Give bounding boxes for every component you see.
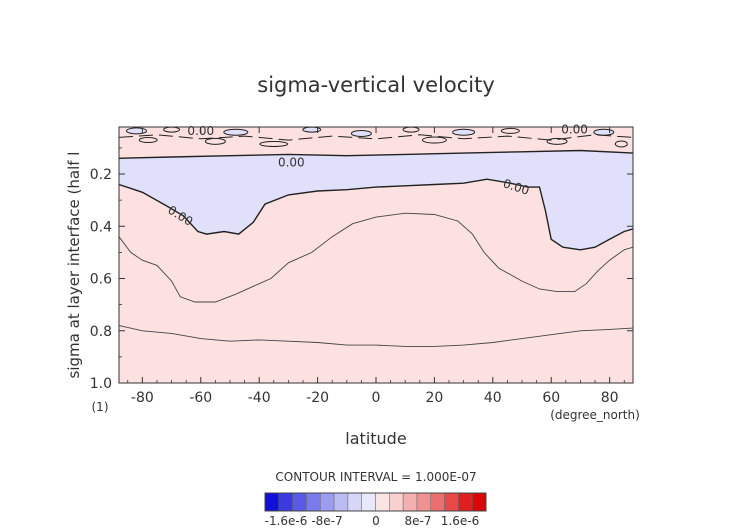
colorbar-tick-label: 0 — [372, 514, 380, 528]
colorbar-swatch — [444, 492, 459, 512]
colorbar-tick-label: -8e-7 — [311, 514, 342, 528]
noise-contour — [223, 128, 249, 136]
colorbar-swatch — [361, 492, 376, 512]
colorbar-tick-label: 8e-7 — [405, 514, 432, 528]
noise-contour — [126, 127, 148, 135]
y-axis-label: sigma at layer interface (half l — [65, 152, 83, 379]
x-tick-label: 40 — [484, 390, 502, 406]
contour-line-2 — [119, 325, 633, 347]
y-tick-label: 0.2 — [90, 167, 112, 183]
negative-region — [119, 150, 633, 250]
colorbar-frame — [264, 492, 487, 512]
x-tick-label: -20 — [306, 390, 329, 406]
colorbar-swatch — [416, 492, 431, 512]
colorbar-swatch — [375, 492, 390, 512]
noise-contour — [204, 137, 226, 145]
contour-line-1 — [119, 212, 633, 303]
y-tick-label: 0.8 — [90, 324, 112, 340]
x-tick-label: 0 — [372, 390, 381, 406]
noise-contour — [546, 137, 568, 145]
x-tick-label: 80 — [601, 390, 619, 406]
noise-contour — [593, 128, 615, 136]
noise-contour — [163, 127, 181, 133]
upper-noise-contours — [119, 127, 633, 148]
x-tick-label: -60 — [189, 390, 212, 406]
noise-contour — [350, 130, 372, 138]
colorbar-swatch — [430, 492, 445, 512]
noise-contour — [138, 137, 158, 144]
colorbar-swatch — [389, 492, 404, 512]
chart-title: sigma-vertical velocity — [257, 73, 495, 97]
colorbar-tick-label: -1.6e-6 — [265, 514, 308, 528]
colorbar-title: CONTOUR INTERVAL = 1.000E-07 — [275, 470, 476, 484]
noise-contour — [452, 128, 476, 136]
colorbar-swatch — [402, 492, 418, 512]
y-tick-label: 0.4 — [90, 219, 112, 235]
x-tick-label: 20 — [425, 390, 443, 406]
colorbar-swatch — [347, 492, 362, 512]
x-axis-label: latitude — [345, 429, 406, 448]
y-tick-label: 0.6 — [90, 272, 112, 288]
colorbar-swatch — [306, 492, 321, 512]
zero-contour-upper — [119, 149, 633, 159]
x-tick-label: 60 — [542, 390, 560, 406]
x-tick-label: -80 — [131, 390, 154, 406]
noise-contour — [259, 140, 289, 147]
contour-label: 0.00 — [278, 155, 305, 169]
colorbar-swatch — [471, 492, 487, 512]
noise-contour — [614, 140, 628, 148]
colorbar-swatch — [278, 492, 293, 512]
contour-label: 0.00 — [561, 123, 588, 137]
colorbar-swatch — [264, 492, 280, 512]
noise-contour — [500, 127, 520, 134]
noise-contour — [119, 134, 633, 141]
zero-contour-lower — [119, 178, 633, 251]
y-axis-unit: (1) — [92, 400, 109, 414]
colorbar-swatch — [458, 492, 473, 512]
colorbar-tick-label: 1.6e-6 — [441, 514, 479, 528]
y-tick-label: 1.0 — [90, 376, 112, 392]
noise-contour — [402, 127, 420, 133]
x-tick-label: -40 — [248, 390, 271, 406]
colorbar-swatch — [292, 492, 307, 512]
colorbar — [264, 492, 487, 512]
plot-area: 0.000.000.000.000.00 — [118, 123, 634, 384]
colorbar-swatch — [320, 492, 335, 512]
colorbar-swatch — [333, 492, 349, 512]
x-axis-unit: (degree_north) — [550, 408, 640, 422]
noise-contour — [421, 136, 447, 144]
